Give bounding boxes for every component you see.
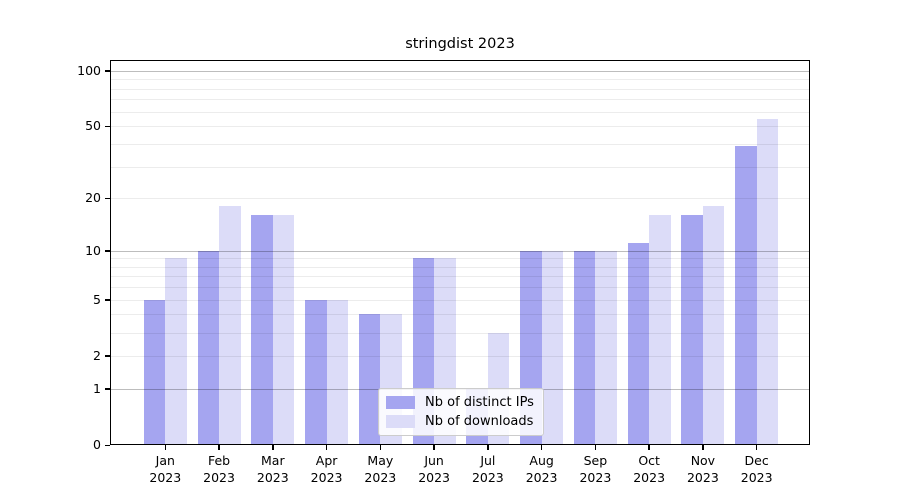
gridline-major-100 <box>110 70 810 72</box>
x-tick-mark-apr <box>325 445 328 450</box>
gridline-minor-7 <box>110 276 810 278</box>
x-tick-mark-dec <box>755 445 758 450</box>
bar-mar-downloads <box>272 215 295 445</box>
gridline-minor-50 <box>110 126 810 128</box>
y-tick-label-0: 0 <box>93 437 101 452</box>
x-tick-mark-nov <box>702 445 704 450</box>
x-tick-mark-jan <box>164 445 167 450</box>
bar-aug-downloads <box>541 250 564 445</box>
x-tick-mark-jun <box>433 445 435 450</box>
gridline-minor-60 <box>110 111 810 113</box>
x-tick-label-sep: Sep 2023 <box>579 453 612 485</box>
legend: Nb of distinct IPs Nb of downloads <box>378 388 544 436</box>
y-tick-label-10: 10 <box>85 242 101 258</box>
x-tick-mark-feb <box>218 445 220 450</box>
bar-nov-distinct-ips <box>681 215 703 445</box>
x-tick-label-jan: Jan 2023 <box>149 453 182 485</box>
x-tick-label-jun: Jun 2023 <box>418 453 450 485</box>
bar-oct-distinct-ips <box>627 243 650 445</box>
y-tick-mark-100 <box>105 70 110 72</box>
bar-may-distinct-ips <box>358 314 381 445</box>
legend-row-downloads: Nb of downloads <box>386 414 535 429</box>
y-tick-mark-5 <box>105 299 110 301</box>
gridline-major-10 <box>110 250 810 252</box>
y-tick-label-50: 50 <box>85 118 101 134</box>
gridline-minor-4 <box>110 314 810 316</box>
gridline-minor-6 <box>110 287 810 289</box>
gridline-minor-20 <box>110 198 810 200</box>
x-tick-label-feb: Feb 2023 <box>203 453 235 485</box>
bar-apr-downloads <box>326 299 349 445</box>
gridline-minor-90 <box>110 79 810 81</box>
plot-area <box>110 60 810 445</box>
x-tick-mark-aug <box>540 445 543 450</box>
bar-sep-downloads <box>595 250 617 445</box>
legend-swatch-distinct-ips <box>386 396 415 409</box>
x-tick-label-dec: Dec 2023 <box>740 453 773 485</box>
bar-dec-downloads <box>756 118 779 445</box>
gridline-minor-2 <box>110 355 810 357</box>
y-tick-mark-10 <box>105 250 110 252</box>
x-tick-label-jul: Jul 2023 <box>471 453 504 485</box>
bar-jan-distinct-ips <box>143 299 166 445</box>
bar-jan-downloads <box>165 258 187 445</box>
bar-sep-distinct-ips <box>573 250 596 445</box>
legend-row-distinct-ips: Nb of distinct IPs <box>386 395 535 410</box>
legend-swatch-downloads <box>386 415 415 428</box>
y-tick-label-1: 1 <box>93 380 101 396</box>
x-tick-label-oct: Oct 2023 <box>633 453 666 485</box>
bar-feb-downloads <box>219 206 241 445</box>
x-tick-mark-sep <box>594 445 597 450</box>
bar-feb-distinct-ips <box>197 250 220 445</box>
bar-nov-downloads <box>702 206 725 445</box>
y-tick-label-20: 20 <box>85 190 101 206</box>
bar-oct-downloads <box>649 215 671 445</box>
legend-label-downloads: Nb of downloads <box>425 414 534 429</box>
gridline-minor-30 <box>110 166 810 168</box>
x-tick-mark-may <box>379 445 382 450</box>
y-tick-mark-20 <box>105 197 110 200</box>
y-tick-mark-0 <box>105 444 110 446</box>
y-tick-mark-2 <box>105 355 110 357</box>
x-tick-label-apr: Apr 2023 <box>310 453 343 485</box>
x-tick-mark-oct <box>648 445 650 450</box>
legend-label-distinct-ips: Nb of distinct IPs <box>425 395 534 410</box>
y-tick-label-5: 5 <box>93 291 101 307</box>
bar-apr-distinct-ips <box>305 299 327 445</box>
gridline-minor-3 <box>110 332 810 334</box>
x-tick-label-aug: Aug 2023 <box>525 453 558 485</box>
x-tick-label-nov: Nov 2023 <box>686 453 719 485</box>
gridline-minor-70 <box>110 99 810 101</box>
y-tick-mark-50 <box>105 125 110 128</box>
bar-dec-distinct-ips <box>735 145 757 445</box>
y-tick-label-100: 100 <box>77 62 101 78</box>
y-tick-label-2: 2 <box>93 347 101 363</box>
x-tick-label-may: May 2023 <box>364 453 397 485</box>
gridline-minor-40 <box>110 143 810 145</box>
x-tick-mark-mar <box>272 445 274 450</box>
chart-title: stringdist 2023 <box>405 36 515 52</box>
gridline-minor-9 <box>110 258 810 260</box>
x-tick-mark-jul <box>487 445 489 450</box>
y-tick-mark-1 <box>105 388 110 390</box>
bar-mar-distinct-ips <box>251 215 273 445</box>
x-tick-label-mar: Mar 2023 <box>256 453 289 485</box>
gridline-minor-80 <box>110 88 810 90</box>
gridline-minor-5 <box>110 299 810 301</box>
gridline-minor-8 <box>110 266 810 268</box>
